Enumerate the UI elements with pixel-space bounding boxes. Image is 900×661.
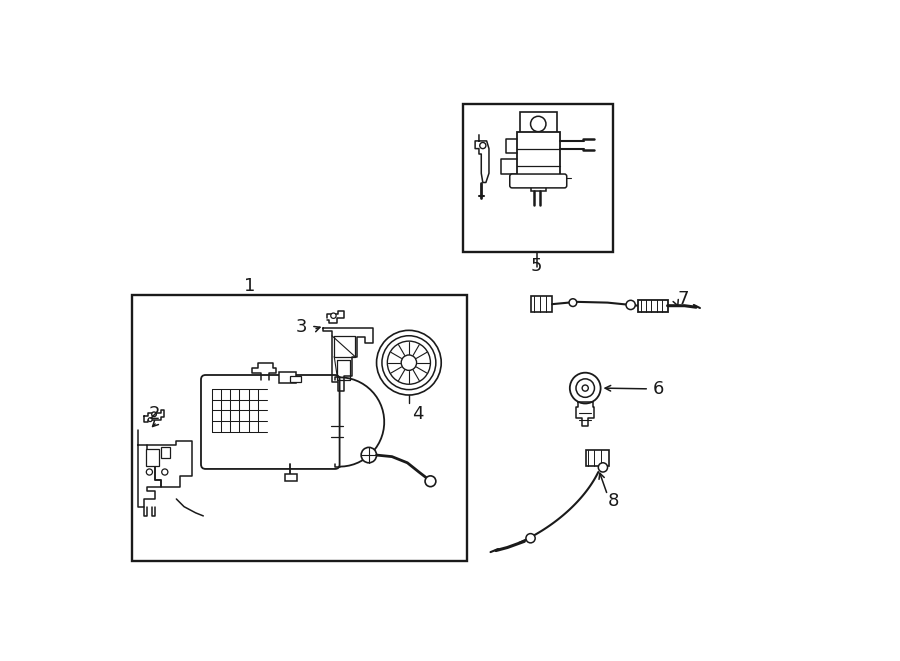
- FancyBboxPatch shape: [201, 375, 339, 469]
- Circle shape: [148, 418, 152, 422]
- Circle shape: [382, 336, 436, 389]
- Circle shape: [526, 533, 536, 543]
- Circle shape: [401, 355, 417, 370]
- Circle shape: [582, 385, 589, 391]
- FancyBboxPatch shape: [509, 174, 567, 188]
- Bar: [517, 132, 560, 182]
- Text: 7: 7: [678, 290, 688, 308]
- Text: 8: 8: [608, 492, 619, 510]
- Bar: [463, 104, 613, 252]
- Circle shape: [425, 476, 436, 486]
- Circle shape: [387, 341, 430, 384]
- Bar: [638, 299, 668, 312]
- Bar: [530, 182, 546, 191]
- Bar: [285, 473, 297, 481]
- Text: 5: 5: [530, 256, 542, 275]
- Text: 3: 3: [296, 318, 308, 336]
- Circle shape: [376, 330, 441, 395]
- Text: 2: 2: [149, 405, 160, 423]
- Bar: [131, 295, 466, 561]
- Bar: [520, 112, 557, 136]
- Circle shape: [162, 469, 168, 475]
- Circle shape: [330, 313, 336, 319]
- Circle shape: [530, 116, 546, 132]
- Circle shape: [570, 373, 600, 403]
- Text: 6: 6: [652, 380, 664, 398]
- Circle shape: [576, 379, 595, 397]
- Text: 1: 1: [244, 277, 256, 295]
- Bar: [279, 372, 296, 383]
- Bar: [291, 375, 302, 382]
- Circle shape: [147, 469, 152, 475]
- Circle shape: [626, 300, 635, 309]
- Circle shape: [361, 447, 376, 463]
- Bar: [586, 450, 609, 466]
- Text: 4: 4: [411, 405, 423, 423]
- Circle shape: [598, 463, 608, 472]
- Circle shape: [152, 412, 157, 416]
- Bar: [146, 449, 159, 466]
- Bar: [530, 297, 552, 312]
- Bar: [161, 447, 170, 458]
- Circle shape: [480, 143, 486, 149]
- Circle shape: [569, 299, 577, 307]
